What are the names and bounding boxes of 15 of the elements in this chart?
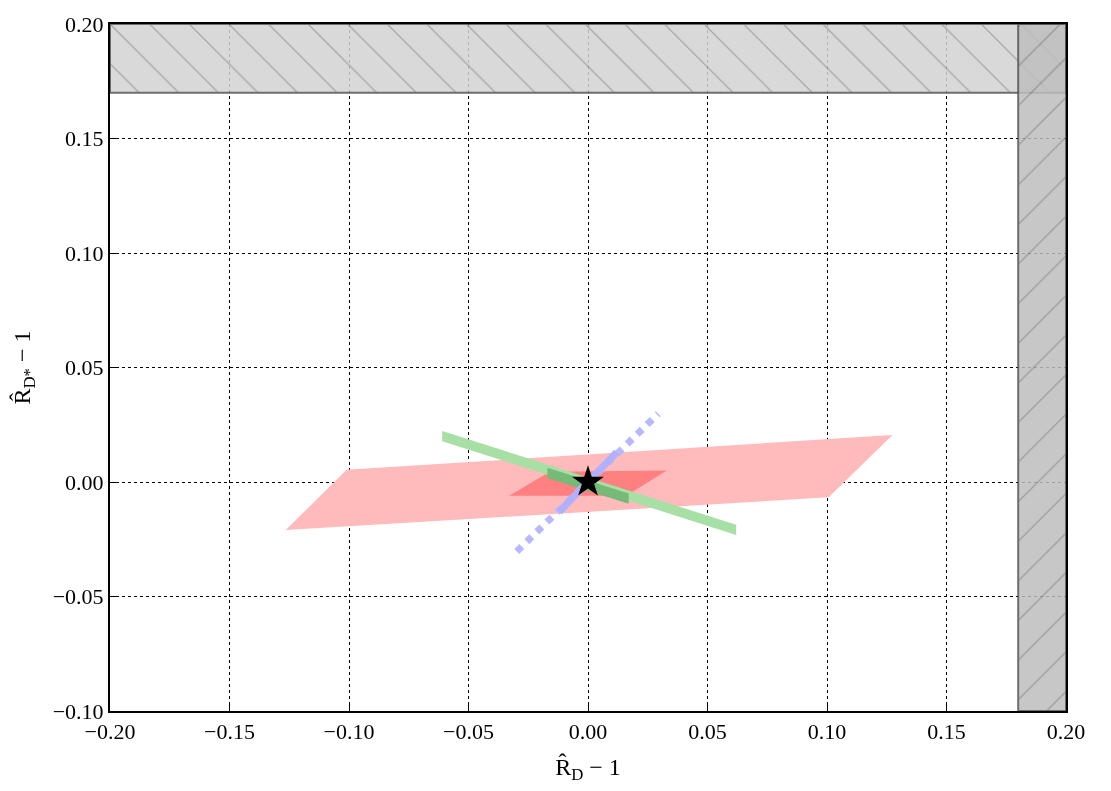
x-tick-label: −0.15 (204, 719, 255, 745)
x-tick-label: 0.05 (688, 719, 727, 745)
x-tick-label: 0.00 (568, 719, 608, 745)
x-tick-label: 0.15 (927, 719, 966, 745)
y-tick-label: 0.15 (65, 126, 104, 152)
y-tick-label: 0.10 (65, 240, 104, 266)
x-tick-label: 0.20 (1046, 719, 1086, 745)
y-tick-label: 0.20 (65, 11, 104, 37)
y-tick-label: −0.05 (52, 584, 104, 610)
x-tick-label: 0.10 (807, 719, 847, 745)
x-tick-label: −0.05 (443, 719, 494, 745)
y-tick-label: 0.05 (65, 355, 104, 381)
x-axis-title: R̂$_{D}$ − 1 (555, 753, 621, 785)
x-tick-label: −0.10 (323, 719, 375, 745)
y-tick-label: 0.00 (65, 469, 104, 495)
